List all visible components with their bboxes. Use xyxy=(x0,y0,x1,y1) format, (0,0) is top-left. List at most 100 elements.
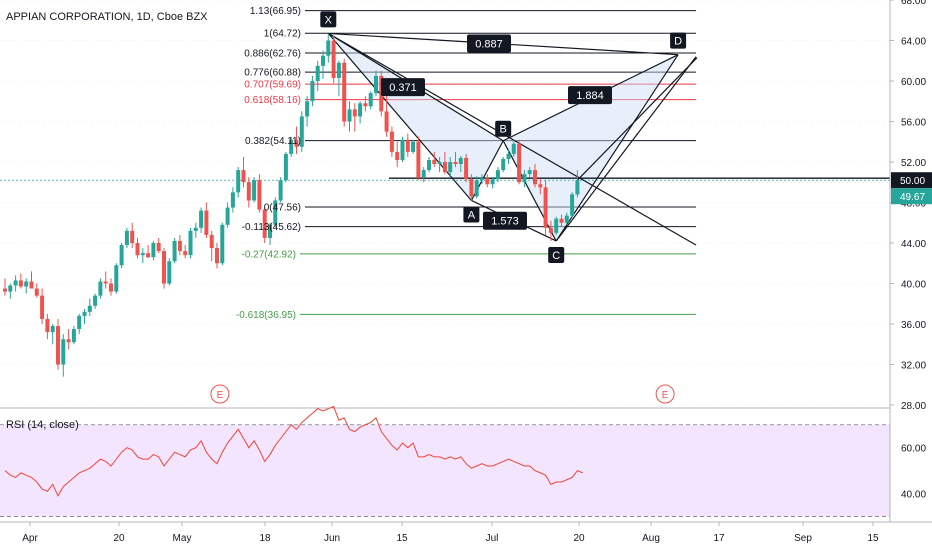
candle-body xyxy=(575,180,580,195)
candle-body xyxy=(538,184,543,188)
grid xyxy=(0,0,890,406)
price-tick-label: 52.00 xyxy=(901,158,926,169)
candle xyxy=(56,318,60,370)
point-badge xyxy=(495,120,512,137)
candle xyxy=(199,207,204,233)
candle xyxy=(554,216,559,235)
candle-body xyxy=(146,253,151,258)
candle-body xyxy=(384,111,389,132)
time-tick-label: 17 xyxy=(713,533,725,544)
candle xyxy=(82,308,87,324)
candle xyxy=(167,258,172,286)
last-price-badge xyxy=(891,188,932,205)
candle xyxy=(87,298,92,316)
candle-body xyxy=(352,109,357,117)
time-tick-label: Jul xyxy=(486,533,499,544)
projection-line xyxy=(576,57,698,181)
candle xyxy=(363,96,368,112)
candle-body xyxy=(29,281,34,289)
fib-level-label: -0.618(36.95) xyxy=(236,310,296,321)
candle-body xyxy=(368,93,373,107)
candle-body xyxy=(56,326,60,365)
candle xyxy=(246,177,251,208)
candle-body xyxy=(527,170,532,175)
price-tick-label: 68.00 xyxy=(901,0,926,7)
candle xyxy=(135,237,140,259)
rsi-panel xyxy=(0,405,890,517)
candle-body xyxy=(342,62,347,122)
candle-body xyxy=(389,131,394,152)
candle xyxy=(40,288,45,324)
candle-body xyxy=(177,240,182,252)
candle xyxy=(347,101,352,132)
candle xyxy=(77,313,82,335)
candle xyxy=(283,151,288,183)
point-badge xyxy=(670,32,687,49)
time-tick-label: 15 xyxy=(867,533,879,544)
candle-body xyxy=(13,280,18,286)
candle xyxy=(66,329,71,350)
xabcd-pattern xyxy=(0,32,890,246)
candle xyxy=(564,212,569,225)
candle-body xyxy=(310,81,315,102)
last-price-label: 49.67 xyxy=(900,192,925,203)
candle xyxy=(310,75,315,107)
candle-body xyxy=(458,157,463,165)
candles xyxy=(3,33,580,377)
fib-level-label: 1(64.72) xyxy=(264,29,301,40)
candle xyxy=(405,133,410,157)
time-tick-label: Aug xyxy=(642,533,660,544)
candle-body xyxy=(140,253,145,256)
candle xyxy=(177,234,182,256)
candle xyxy=(416,136,421,181)
point-badge xyxy=(320,11,337,28)
candle-body xyxy=(278,180,283,201)
candle xyxy=(458,155,463,173)
candle xyxy=(140,248,145,264)
candle-body xyxy=(188,230,193,256)
candle-body xyxy=(485,178,490,185)
candle-body xyxy=(427,159,431,171)
fib-level-label: 0.382(54.11) xyxy=(245,136,301,147)
candle xyxy=(215,243,219,269)
candle-body xyxy=(495,170,500,180)
candle-body xyxy=(40,295,45,319)
rsi-line xyxy=(4,405,583,497)
candle xyxy=(183,245,188,259)
candle xyxy=(336,60,341,97)
candle xyxy=(252,177,257,203)
candle xyxy=(262,207,267,243)
candle xyxy=(358,101,363,124)
candle xyxy=(209,230,214,262)
candle xyxy=(501,156,506,173)
candle xyxy=(299,111,304,152)
candle-body xyxy=(124,230,129,246)
event-marker xyxy=(655,384,675,404)
candle xyxy=(490,177,495,189)
candle xyxy=(124,227,129,249)
price-tick-label: 32.00 xyxy=(901,361,926,372)
candle xyxy=(162,248,166,289)
candle xyxy=(230,187,235,213)
point-badge xyxy=(548,246,565,263)
candle xyxy=(421,167,426,183)
candle xyxy=(448,156,453,178)
fib-level-label: 0.886(62.76) xyxy=(244,49,301,60)
candle-body xyxy=(93,295,98,306)
candle xyxy=(114,263,119,294)
candle xyxy=(321,50,325,79)
candle xyxy=(352,103,357,132)
leg-cd xyxy=(555,54,679,242)
candle-body xyxy=(45,318,50,333)
candle-body xyxy=(3,288,7,292)
candle-body xyxy=(517,143,522,183)
candle-body xyxy=(220,224,225,264)
candle-body xyxy=(474,180,479,197)
candle-body xyxy=(119,245,124,266)
candle xyxy=(109,278,113,296)
candle-body xyxy=(559,218,564,223)
rsi-tick-label: 40.00 xyxy=(901,490,926,501)
candle-body xyxy=(358,103,363,117)
candle-body xyxy=(411,141,416,152)
candle-body xyxy=(172,240,177,262)
